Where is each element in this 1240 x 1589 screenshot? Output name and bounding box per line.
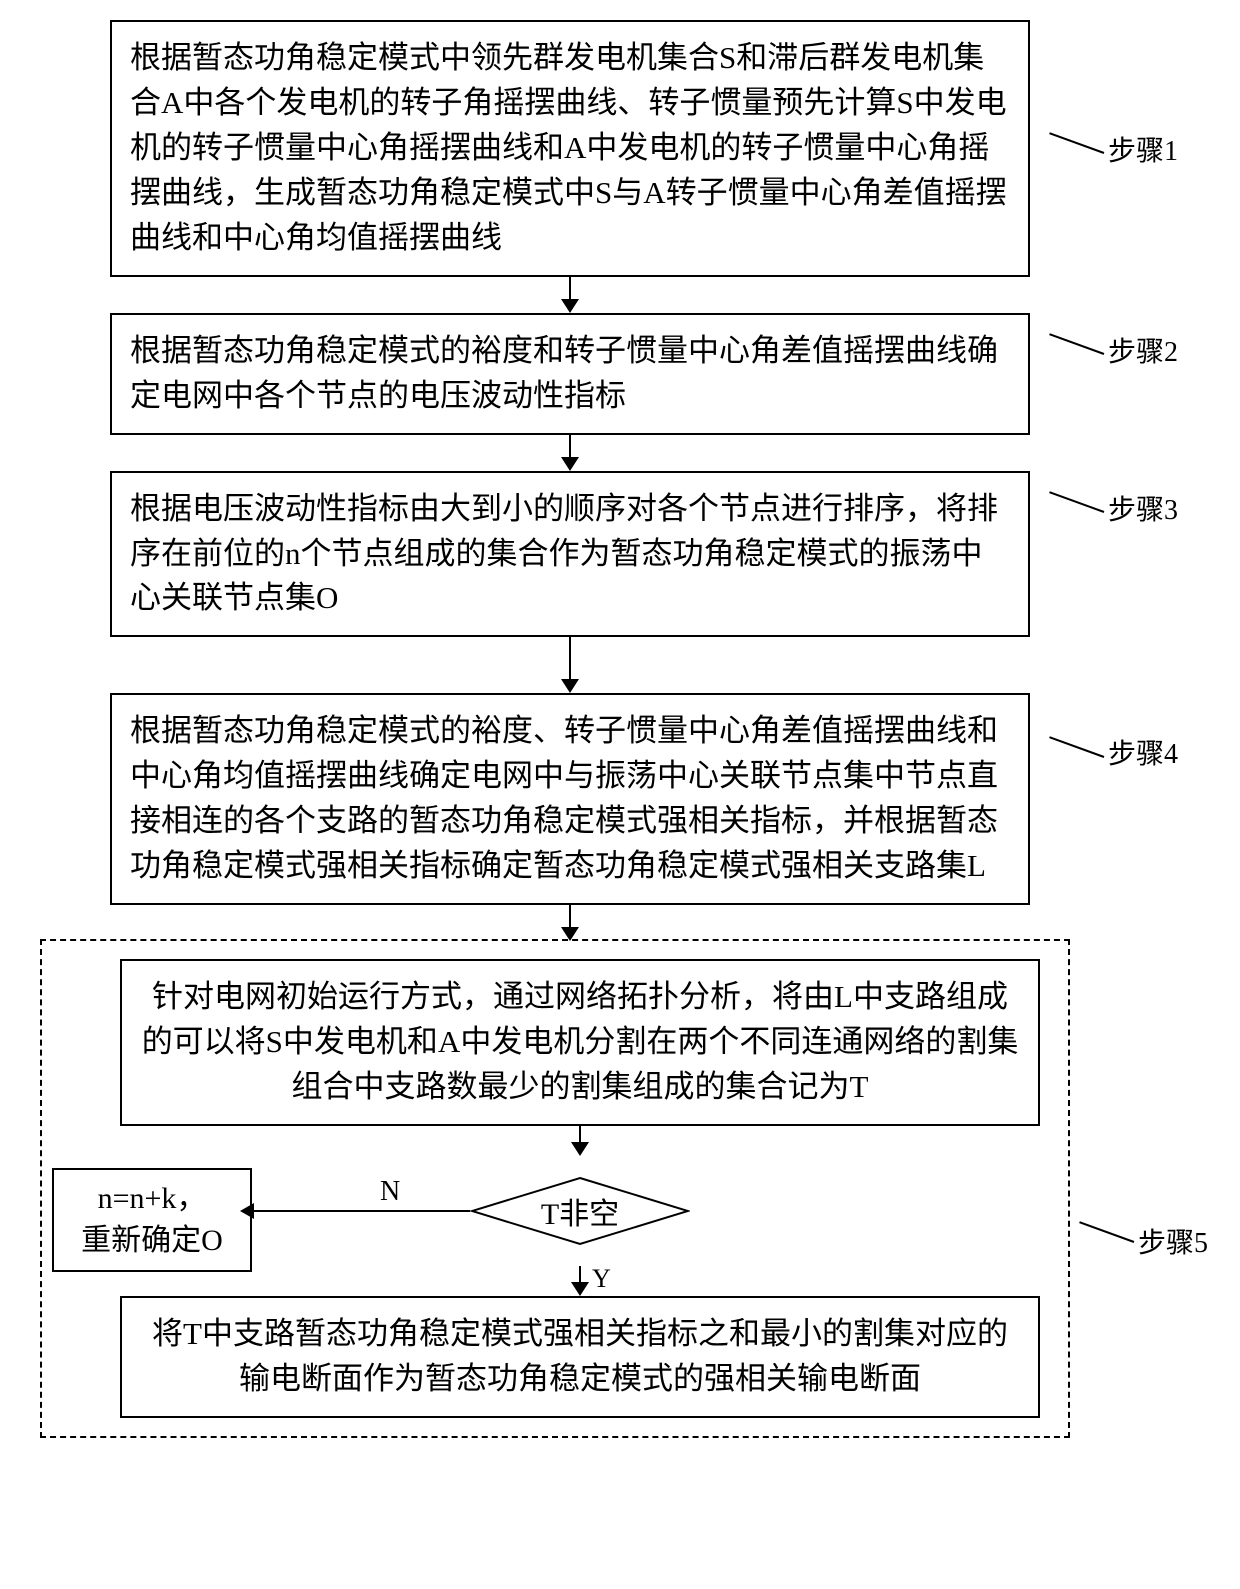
step5-label: 步骤5 xyxy=(1138,1221,1208,1261)
decision-no-label: N xyxy=(380,1176,400,1208)
step5-box-b: 将T中支路暂态功角稳定模式强相关指标之和最小的割集对应的输电断面作为暂态功角稳定… xyxy=(120,1296,1040,1418)
arrow-4-5 xyxy=(110,905,1030,941)
arrow-diamond-b: Y xyxy=(120,1266,1040,1296)
step5-box-a: 针对电网初始运行方式，通过网络拓扑分析，将由L中支路组成的可以将S中发电机和A中… xyxy=(120,959,1040,1126)
arrow-a-diamond xyxy=(120,1126,1040,1156)
loop-line2: 重新确定O xyxy=(81,1224,223,1257)
arrow-2-3 xyxy=(110,435,1030,471)
decision-yes-label: Y xyxy=(592,1264,611,1294)
step4-box: 根据暂态功角稳定模式的裕度、转子惯量中心角差值摇摆曲线和中心角均值摇摆曲线确定电… xyxy=(110,693,1030,905)
decision-text: T非空 xyxy=(470,1176,690,1246)
step1-box: 根据暂态功角稳定模式中领先群发电机集合S和滞后群发电机集合A中各个发电机的转子角… xyxy=(110,20,1030,277)
step5-box-b-text: 将T中支路暂态功角稳定模式强相关指标之和最小的割集对应的输电断面作为暂态功角稳定… xyxy=(152,1316,1008,1396)
step5-dashed-group: 步骤5 针对电网初始运行方式，通过网络拓扑分析，将由L中支路组成的可以将S中发电… xyxy=(40,939,1070,1438)
loop-arrowhead xyxy=(240,1203,254,1219)
step1-text: 根据暂态功角稳定模式中领先群发电机集合S和滞后群发电机集合A中各个发电机的转子角… xyxy=(130,40,1007,255)
flowchart-container: 根据暂态功角稳定模式中领先群发电机集合S和滞后群发电机集合A中各个发电机的转子角… xyxy=(30,20,1210,1438)
step4-label: 步骤4 xyxy=(1108,735,1178,776)
step2-text: 根据暂态功角稳定模式的裕度和转子惯量中心角差值摇摆曲线确定电网中各个节点的电压波… xyxy=(130,333,998,413)
main-column: 根据暂态功角稳定模式中领先群发电机集合S和滞后群发电机集合A中各个发电机的转子角… xyxy=(110,20,1030,941)
decision-row: n=n+k， 重新确定O N T非空 xyxy=(120,1156,1040,1266)
step2-box: 根据暂态功角稳定模式的裕度和转子惯量中心角差值摇摆曲线确定电网中各个节点的电压波… xyxy=(110,313,1030,435)
arrow-3-4: .arrow-down[style*="56px"]::before{heigh… xyxy=(110,637,1030,693)
loop-horizontal-line xyxy=(252,1210,470,1212)
step2-label: 步骤2 xyxy=(1108,333,1178,374)
loop-line1: n=n+k， xyxy=(98,1182,207,1215)
decision-diamond: T非空 xyxy=(470,1176,690,1246)
step4-text: 根据暂态功角稳定模式的裕度、转子惯量中心角差值摇摆曲线和中心角均值摇摆曲线确定电… xyxy=(130,713,998,883)
loop-box: n=n+k， 重新确定O xyxy=(52,1168,252,1272)
step3-text: 根据电压波动性指标由大到小的顺序对各个节点进行排序，将排序在前位的n个节点组成的… xyxy=(130,491,998,616)
step1-label: 步骤1 xyxy=(1108,132,1178,173)
step5-box-a-text: 针对电网初始运行方式，通过网络拓扑分析，将由L中支路组成的可以将S中发电机和A中… xyxy=(142,979,1019,1104)
arrow-1-2 xyxy=(110,277,1030,313)
step3-label: 步骤3 xyxy=(1108,491,1178,532)
step5-inner-col: 针对电网初始运行方式，通过网络拓扑分析，将由L中支路组成的可以将S中发电机和A中… xyxy=(120,959,1040,1418)
step3-box: 根据电压波动性指标由大到小的顺序对各个节点进行排序，将排序在前位的n个节点组成的… xyxy=(110,471,1030,638)
